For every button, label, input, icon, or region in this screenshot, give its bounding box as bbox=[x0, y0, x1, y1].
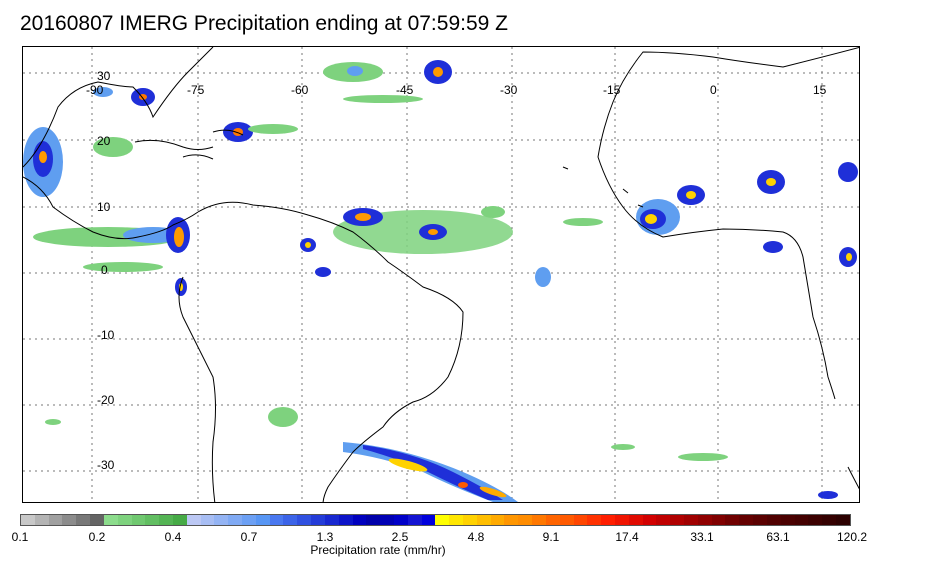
colorbar-swatch bbox=[145, 515, 160, 525]
colorbar-tick: 0.2 bbox=[88, 530, 106, 544]
coastlines bbox=[23, 47, 859, 502]
colorbar-swatch bbox=[172, 515, 187, 525]
colorbar bbox=[20, 514, 851, 526]
colorbar-swatch bbox=[766, 515, 781, 525]
colorbar-swatch bbox=[808, 515, 823, 525]
colorbar-swatch bbox=[656, 515, 671, 525]
colorbar-tick: 2.5 bbox=[391, 530, 409, 544]
colorbar-swatch bbox=[255, 515, 270, 525]
colorbar-tick: 17.4 bbox=[615, 530, 639, 544]
colorbar-swatch bbox=[228, 515, 242, 525]
lon-label: -90 bbox=[86, 83, 104, 97]
colorbar-swatch bbox=[297, 515, 312, 525]
colorbar-tick: 4.8 bbox=[467, 530, 485, 544]
lat-label: 10 bbox=[97, 200, 111, 214]
colorbar-swatch bbox=[380, 515, 394, 525]
colorbar-tick: 0.1 bbox=[11, 530, 29, 544]
colorbar-swatch bbox=[822, 515, 836, 525]
colorbar-swatch bbox=[628, 515, 643, 525]
colorbar-tick: 1.3 bbox=[316, 530, 334, 544]
graticule bbox=[23, 47, 859, 502]
colorbar-swatch bbox=[780, 515, 795, 525]
colorbar-swatch bbox=[34, 515, 49, 525]
colorbar-tick: 120.2 bbox=[836, 530, 868, 544]
colorbar-swatch bbox=[697, 515, 712, 525]
colorbar-swatch bbox=[186, 515, 201, 525]
colorbar-swatch bbox=[269, 515, 284, 525]
colorbar-swatch bbox=[463, 515, 477, 525]
colorbar-swatch bbox=[48, 515, 63, 525]
colorbar-swatch bbox=[532, 515, 546, 525]
precipitation-cells bbox=[23, 60, 858, 502]
colorbar-swatch bbox=[200, 515, 215, 525]
colorbar-swatch bbox=[407, 515, 422, 525]
colorbar-swatch bbox=[21, 515, 35, 525]
colorbar-swatch bbox=[352, 515, 367, 525]
precipitation-map bbox=[22, 46, 860, 503]
colorbar-swatch bbox=[421, 515, 436, 525]
lon-label: 0 bbox=[710, 83, 717, 97]
lon-label: -75 bbox=[187, 83, 205, 97]
colorbar-swatch bbox=[545, 515, 560, 525]
lat-label: 20 bbox=[97, 134, 111, 148]
colorbar-swatch bbox=[601, 515, 615, 525]
colorbar-swatch bbox=[214, 515, 229, 525]
colorbar-swatch bbox=[131, 515, 146, 525]
colorbar-swatch bbox=[504, 515, 519, 525]
colorbar-swatch bbox=[117, 515, 132, 525]
colorbar-swatch bbox=[711, 515, 726, 525]
lon-label: 15 bbox=[813, 83, 827, 97]
colorbar-swatch bbox=[476, 515, 491, 525]
colorbar-swatch bbox=[366, 515, 381, 525]
colorbar-tick: 63.1 bbox=[766, 530, 790, 544]
colorbar-swatch bbox=[490, 515, 505, 525]
lat-label: -20 bbox=[97, 393, 115, 407]
colorbar-swatch bbox=[393, 515, 408, 525]
colorbar-swatch bbox=[62, 515, 77, 525]
colorbar-tick: 0.7 bbox=[240, 530, 258, 544]
colorbar-tick: 9.1 bbox=[542, 530, 560, 544]
colorbar-swatch bbox=[76, 515, 91, 525]
colorbar-swatch bbox=[587, 515, 602, 525]
colorbar-swatch bbox=[835, 515, 850, 525]
colorbar-swatch bbox=[324, 515, 339, 525]
colorbar-label-row: Precipitation rate (mm/hr) bbox=[0, 543, 944, 557]
colorbar-swatch bbox=[725, 515, 740, 525]
colorbar-swatch bbox=[449, 515, 463, 525]
colorbar-swatch bbox=[614, 515, 629, 525]
colorbar-swatch bbox=[283, 515, 298, 525]
colorbar-swatch bbox=[103, 515, 118, 525]
colorbar-swatch bbox=[684, 515, 698, 525]
colorbar-swatch bbox=[242, 515, 256, 525]
lat-label: -10 bbox=[97, 328, 115, 342]
colorbar-swatch bbox=[311, 515, 325, 525]
colorbar-swatch bbox=[794, 515, 809, 525]
colorbar-swatch bbox=[573, 515, 588, 525]
colorbar-swatch bbox=[739, 515, 754, 525]
colorbar-swatch bbox=[642, 515, 657, 525]
lon-label: -30 bbox=[500, 83, 518, 97]
colorbar-swatch bbox=[159, 515, 173, 525]
colorbar-swatch bbox=[670, 515, 684, 525]
lon-label: -60 bbox=[291, 83, 309, 97]
lat-label: 0 bbox=[101, 263, 108, 277]
colorbar-tick: 0.4 bbox=[164, 530, 182, 544]
colorbar-swatch bbox=[435, 515, 450, 525]
colorbar-label: Precipitation rate (mm/hr) bbox=[310, 543, 446, 557]
colorbar-tick: 33.1 bbox=[690, 530, 714, 544]
colorbar-swatch bbox=[338, 515, 353, 525]
map-svg bbox=[23, 47, 859, 502]
lat-label: -30 bbox=[97, 458, 115, 472]
lon-label: -45 bbox=[396, 83, 414, 97]
colorbar-swatch bbox=[518, 515, 533, 525]
colorbar-swatch bbox=[753, 515, 767, 525]
lon-label: -15 bbox=[603, 83, 621, 97]
map-title: 20160807 IMERG Precipitation ending at 0… bbox=[20, 12, 508, 35]
colorbar-swatch bbox=[90, 515, 104, 525]
colorbar-swatch bbox=[559, 515, 574, 525]
lat-label: 30 bbox=[97, 69, 111, 83]
